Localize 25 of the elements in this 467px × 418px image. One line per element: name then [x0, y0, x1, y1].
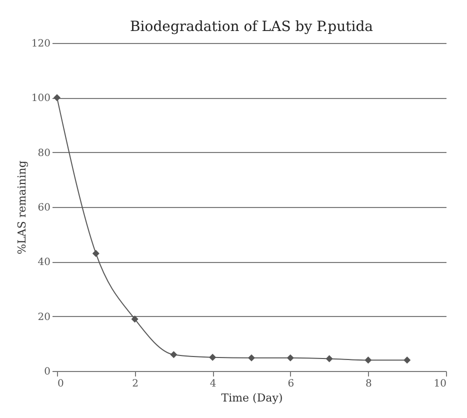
- point: [364, 356, 372, 364]
- y-axis-title: %LAS remaining: [15, 160, 28, 254]
- y-tick-label: 120: [31, 38, 50, 50]
- point: [209, 354, 216, 361]
- y-tick-label: 20: [38, 312, 50, 323]
- y-tick-label: 40: [38, 257, 50, 268]
- y-tick-label: 60: [38, 202, 50, 214]
- y-tick-label: 80: [38, 148, 50, 159]
- point: [170, 351, 178, 358]
- point: [248, 354, 256, 362]
- chart-title: Biodegradation of LAS by P.putida: [130, 19, 374, 35]
- x-tick-label: 0: [58, 378, 64, 390]
- point: [286, 354, 294, 362]
- x-tick-label: 8: [366, 378, 372, 390]
- point: [131, 316, 138, 323]
- y-tick-label: 100: [31, 93, 50, 104]
- point: [326, 355, 333, 362]
- x-tick-label: 4: [210, 378, 216, 390]
- point: [404, 356, 411, 364]
- y-tick-label: 0: [44, 366, 50, 378]
- point: [92, 250, 100, 258]
- x-tick-label: 6: [288, 378, 294, 390]
- x-tick-label: 2: [132, 378, 138, 390]
- x-axis-title: Time (Day): [221, 392, 283, 404]
- x-tick-label: 10: [434, 378, 446, 390]
